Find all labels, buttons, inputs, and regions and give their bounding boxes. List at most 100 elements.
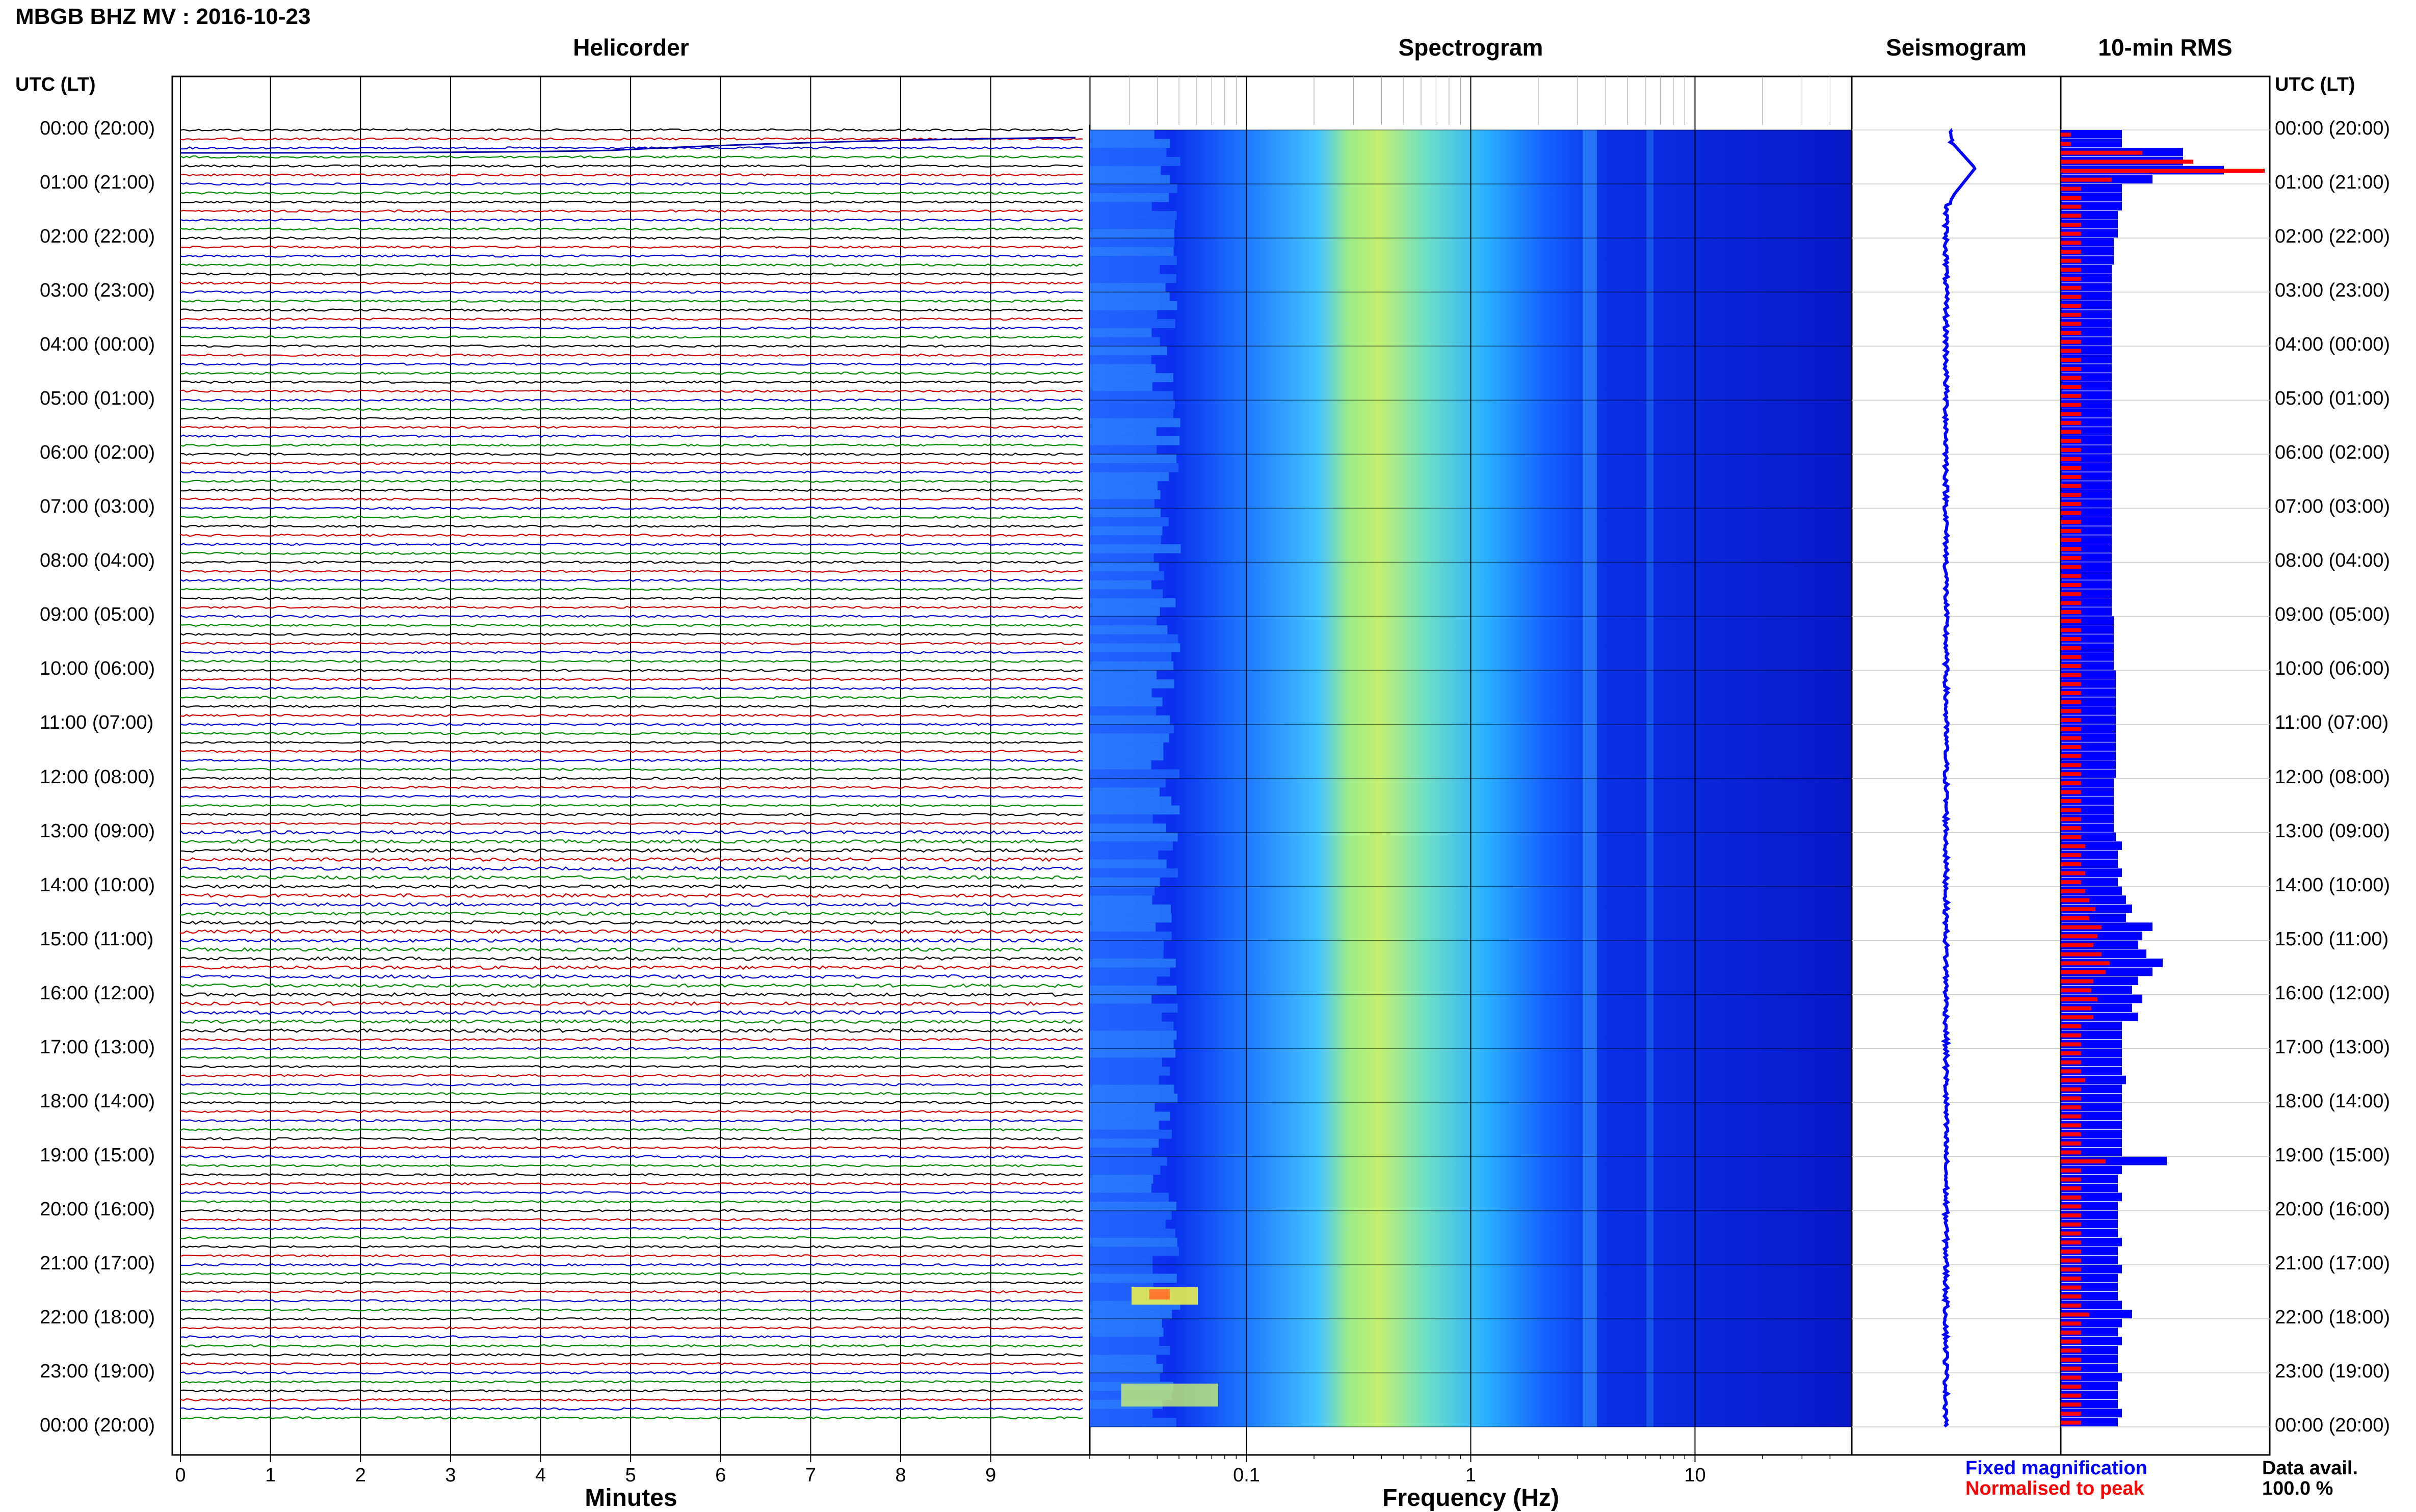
- spectrogram-lowfreq-band: [1090, 976, 1157, 986]
- spectrogram-lowfreq-band: [1090, 652, 1172, 661]
- helicorder-trace: [179, 362, 1083, 366]
- helicorder-trace: [179, 1263, 1083, 1267]
- minutes-tick-label: 0: [175, 1465, 186, 1486]
- rms-normalised-bar: [2061, 673, 2081, 677]
- spectrogram-lowfreq-band: [1090, 1372, 1160, 1382]
- rms-normalised-bar: [2061, 1033, 2081, 1038]
- helicorder-trace: [179, 416, 1083, 420]
- left-axis-header: UTC (LT): [15, 74, 96, 95]
- right-time-label: 08:00 (04:00): [2275, 550, 2391, 572]
- helicorder-trace: [179, 686, 1083, 691]
- helicorder-trace: [179, 209, 1083, 213]
- spectrogram-lowfreq-band: [1090, 193, 1169, 202]
- rms-normalised-bar: [2061, 763, 2081, 767]
- rms-normalised-bar: [2061, 349, 2081, 353]
- rms-normalised-bar: [2061, 646, 2081, 650]
- right-time-label: 17:00 (13:00): [2275, 1036, 2391, 1058]
- rms-normalised-bar: [2061, 223, 2081, 227]
- rms-normalised-bar: [2061, 358, 2081, 362]
- left-time-label: 19:00 (15:00): [40, 1144, 155, 1166]
- spectrogram-lowfreq-band: [1090, 337, 1160, 347]
- helicorder-trace: [179, 731, 1083, 735]
- helicorder-trace: [179, 218, 1083, 222]
- minutes-tick-label: 7: [805, 1465, 816, 1486]
- right-time-label: 02:00 (22:00): [2275, 226, 2391, 248]
- spectrogram-lowfreq-band: [1090, 1121, 1159, 1130]
- helicorder-trace: [179, 596, 1083, 600]
- spectrogram-lowfreq-band: [1090, 1310, 1172, 1319]
- seismogram-title: Seismogram: [1885, 34, 2027, 61]
- rms-fixed-bar: [2061, 139, 2122, 148]
- rms-normalised-bar: [2061, 1366, 2081, 1371]
- rms-normalised-bar: [2061, 961, 2110, 966]
- left-time-label: 10:00 (06:00): [40, 658, 155, 680]
- rms-normalised-bar: [2061, 682, 2081, 686]
- rms-normalised-bar: [2061, 628, 2081, 632]
- rms-normalised-bar: [2061, 592, 2081, 596]
- rms-normalised-bar: [2061, 1240, 2081, 1245]
- spectrogram-lowfreq-band: [1090, 1246, 1179, 1256]
- minutes-tick-label: 4: [535, 1465, 546, 1486]
- rms-normalised-bar: [2061, 1060, 2081, 1065]
- rms-normalised-bar: [2061, 1078, 2085, 1082]
- helicorder-trace: [179, 642, 1083, 645]
- spectrogram-lowfreq-band: [1090, 769, 1180, 779]
- spectrogram-lowfreq-band: [1090, 724, 1174, 734]
- helicorder-trace: [179, 561, 1083, 564]
- spectrogram-lowfreq-band: [1090, 634, 1178, 644]
- rms-normalised-bar: [2061, 457, 2081, 461]
- helicorder-trace: [179, 1218, 1083, 1222]
- rms-normalised-bar: [2061, 889, 2085, 893]
- rms-normalised-bar: [2061, 295, 2081, 299]
- helicorder-trace: [179, 1236, 1083, 1240]
- rms-normalised-bar: [2061, 1213, 2081, 1218]
- left-time-label: 15:00 (11:00): [40, 928, 154, 950]
- right-time-label: 01:00 (21:00): [2275, 172, 2391, 194]
- helicorder-trace: [179, 677, 1083, 681]
- right-time-label: 14:00 (10:00): [2275, 874, 2391, 896]
- rms-normalised-bar: [2061, 637, 2081, 641]
- rms-normalised-bar: [2061, 277, 2081, 281]
- spectrogram-lowfreq-band: [1090, 877, 1160, 887]
- spectrogram-lowfreq-band: [1090, 643, 1180, 653]
- helicorder-trace: [179, 128, 1083, 132]
- rms-normalised-bar: [2061, 862, 2081, 866]
- helicorder-trace: [179, 1200, 1083, 1204]
- helicorder-trace: [179, 875, 1083, 880]
- spectrogram-lowfreq-band: [1090, 148, 1167, 157]
- spectrogram-lowfreq-band: [1090, 589, 1163, 599]
- spectrogram-lowfreq-band: [1090, 184, 1177, 193]
- helicorder-trace: [179, 1407, 1083, 1411]
- helicorder-trace: [179, 245, 1083, 249]
- left-time-label: 16:00 (12:00): [40, 982, 155, 1004]
- spectrogram-lowfreq-band: [1090, 1318, 1163, 1328]
- rms-normalised-bar: [2061, 141, 2071, 146]
- helicorder-trace: [179, 1254, 1083, 1258]
- helicorder-trace: [179, 308, 1083, 312]
- left-time-label: 05:00 (01:00): [40, 388, 155, 410]
- spectrogram-lowfreq-band: [1090, 1364, 1163, 1373]
- rms-title: 10-min RMS: [2098, 34, 2233, 61]
- minutes-tick-label: 2: [355, 1465, 366, 1486]
- left-time-label: 00:00 (20:00): [40, 118, 155, 139]
- right-time-label: 04:00 (00:00): [2275, 334, 2391, 356]
- spectrogram-lowfreq-band: [1090, 715, 1170, 725]
- left-time-label: 06:00 (02:00): [40, 442, 155, 464]
- helicorder-trace: [179, 191, 1083, 195]
- helicorder-trace: [179, 812, 1083, 816]
- spectrogram-lowfreq-band: [1090, 913, 1172, 923]
- rms-normalised-bar: [2061, 916, 2089, 920]
- helicorder-trace: [179, 146, 1083, 150]
- rms-normalised-bar: [2061, 393, 2081, 398]
- left-time-label: 09:00 (05:00): [40, 604, 155, 626]
- left-time-label: 17:00 (13:00): [40, 1036, 155, 1058]
- rms-normalised-bar: [2061, 709, 2081, 713]
- spectrogram-lowfreq-band: [1090, 1003, 1178, 1013]
- rms-normalised-bar: [2061, 574, 2081, 578]
- spectrogram-lowfreq-band: [1090, 418, 1180, 428]
- rms-normalised-bar: [2061, 177, 2112, 182]
- helicorder-trace: [179, 920, 1083, 925]
- helicorder-trace: [179, 1182, 1083, 1186]
- helicorder-trace: [179, 281, 1083, 285]
